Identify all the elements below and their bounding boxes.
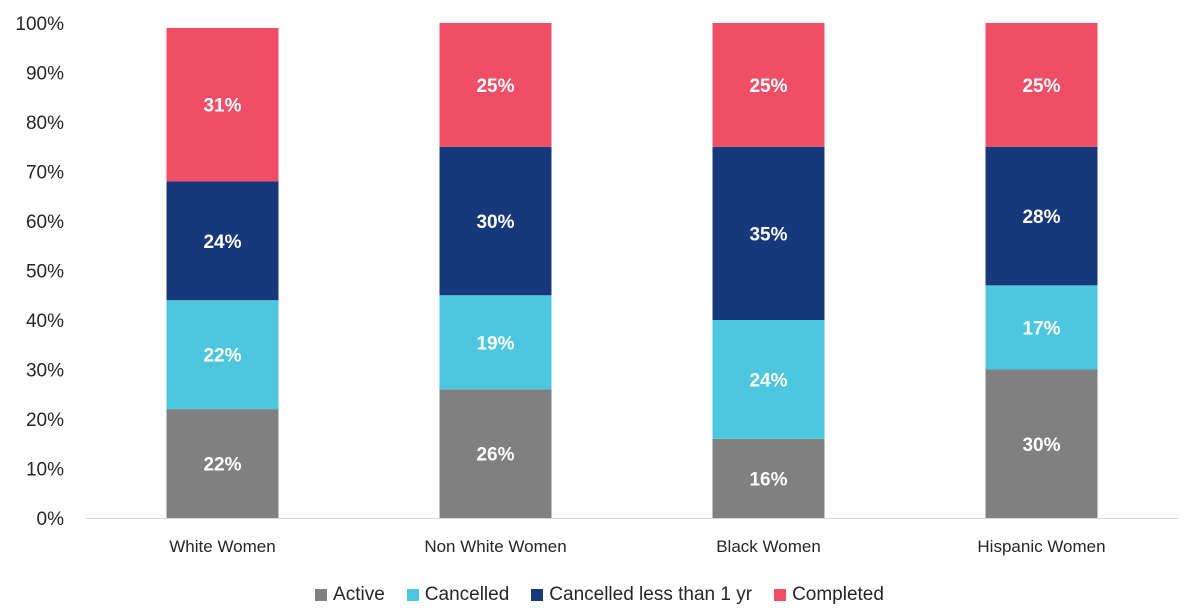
y-tick-label: 80% (26, 113, 64, 134)
bar-segment-completed (985, 23, 1098, 147)
y-tick-label: 50% (26, 262, 64, 283)
data-label: 30% (1022, 435, 1060, 456)
bar-segment-active (439, 389, 552, 518)
x-category-label: White Women (169, 537, 275, 556)
legend: Active Cancelled Cancelled less than 1 yr C… (0, 582, 1199, 608)
bar-segment-cancelled (712, 320, 825, 439)
bar-segment-cancelled-less-than-1-yr (166, 181, 279, 301)
data-label: 35% (749, 224, 787, 245)
y-tick-label: 60% (26, 212, 64, 233)
data-label: 25% (476, 76, 514, 97)
data-label: 19% (476, 333, 514, 354)
bar-segment-completed (166, 27, 279, 182)
data-label: 24% (203, 232, 241, 253)
y-tick-label: 10% (26, 460, 64, 481)
data-label: 28% (1022, 207, 1060, 228)
legend-swatch (315, 589, 328, 601)
data-label: 31% (203, 96, 241, 117)
legend-label: Completed (792, 584, 884, 605)
data-label: 30% (476, 212, 514, 233)
legend-item: Completed (774, 584, 884, 606)
data-label: 26% (476, 445, 514, 466)
bar-segment-active (166, 409, 279, 518)
data-label: 16% (749, 469, 787, 490)
y-tick-label: 40% (26, 311, 64, 332)
data-label: 24% (749, 370, 787, 391)
bar-segment-cancelled-less-than-1-yr (712, 146, 825, 320)
bar-segment-active (712, 438, 825, 518)
data-label: 25% (749, 76, 787, 97)
bar-segment-completed (712, 23, 825, 147)
legend-swatch (774, 589, 787, 601)
bar-segment-cancelled (439, 295, 552, 390)
y-tick-label: 20% (26, 410, 64, 431)
legend-swatch (406, 589, 419, 601)
legend-label: Cancelled (424, 584, 510, 605)
bar-segment-cancelled-less-than-1-yr (439, 146, 552, 296)
x-category-label: Non White Women (424, 537, 566, 556)
legend-item: Active (315, 584, 385, 606)
y-tick-label: 30% (26, 361, 64, 382)
data-label: 22% (203, 455, 241, 476)
legend-swatch (531, 589, 544, 601)
legend-item: Cancelled less than 1 yr (531, 584, 752, 606)
data-label: 22% (203, 346, 241, 367)
data-label: 17% (1022, 318, 1060, 339)
bar-segment-cancelled (985, 285, 1098, 370)
y-tick-label: 90% (26, 64, 64, 85)
x-category-label: Hispanic Women (977, 537, 1105, 556)
legend-item: Cancelled (406, 584, 510, 606)
y-tick-label: 0% (37, 509, 65, 530)
bar-segment-active (985, 369, 1098, 518)
y-tick-label: 100% (15, 14, 64, 35)
y-tick-label: 70% (26, 163, 64, 184)
bar-segment-completed (439, 23, 552, 147)
bar-segment-cancelled-less-than-1-yr (985, 146, 1098, 286)
data-label: 25% (1022, 76, 1060, 97)
legend-label: Active (333, 584, 385, 605)
bar-segment-cancelled (166, 300, 279, 410)
legend-label: Cancelled less than 1 yr (549, 584, 753, 605)
x-category-label: Black Women (716, 537, 821, 556)
